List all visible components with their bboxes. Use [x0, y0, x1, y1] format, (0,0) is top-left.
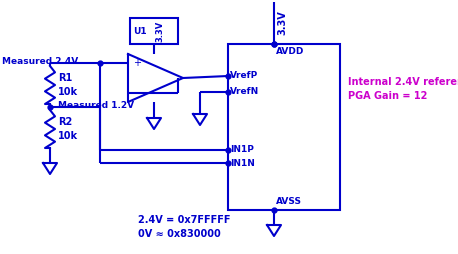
Text: AVDD: AVDD — [276, 47, 305, 56]
Text: IN1N: IN1N — [230, 158, 255, 167]
Text: −: − — [133, 88, 141, 98]
Text: R1: R1 — [58, 73, 72, 83]
Text: Measured 1.2V: Measured 1.2V — [58, 101, 134, 109]
Text: Measured 2.4V: Measured 2.4V — [2, 57, 78, 67]
Text: 0V ≈ 0x830000: 0V ≈ 0x830000 — [138, 229, 221, 239]
Text: 10k: 10k — [58, 131, 78, 141]
Text: 2.4V = 0x7FFFFF: 2.4V = 0x7FFFFF — [138, 215, 230, 225]
Text: 10k: 10k — [58, 87, 78, 97]
Text: +: + — [133, 58, 141, 68]
Bar — [228, 44, 340, 210]
Bar — [130, 18, 178, 44]
Text: VrefN: VrefN — [230, 87, 259, 97]
Text: VrefP: VrefP — [230, 71, 258, 81]
Text: 3.3V: 3.3V — [277, 10, 287, 35]
Text: R2: R2 — [58, 117, 72, 127]
Text: U1: U1 — [133, 27, 147, 37]
Text: IN1P: IN1P — [230, 146, 254, 154]
Text: 3.3V: 3.3V — [156, 20, 164, 42]
Text: AVSS: AVSS — [276, 198, 302, 207]
Text: Internal 2.4V reference: Internal 2.4V reference — [348, 77, 458, 87]
Text: PGA Gain = 12: PGA Gain = 12 — [348, 91, 427, 101]
